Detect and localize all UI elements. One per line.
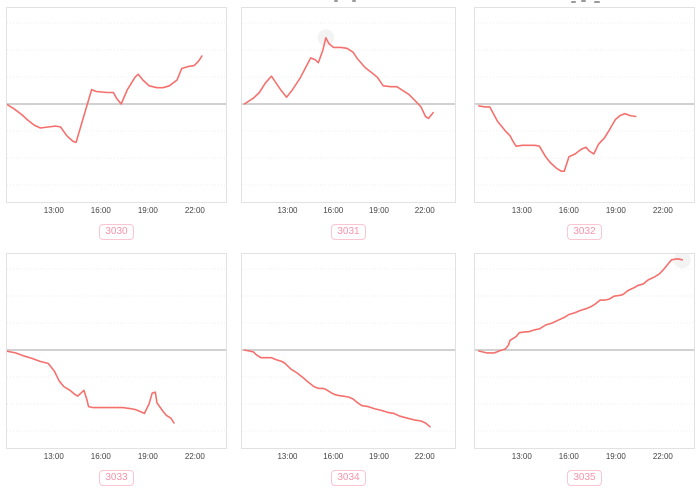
badge-row: 3030: [6, 221, 227, 240]
x-tick-label: 19:00: [137, 206, 158, 215]
series-line: [243, 36, 434, 120]
x-tick-label: 16:00: [323, 206, 344, 215]
cropped-chart-title-fragment: [571, 1, 576, 3]
cropped-chart-title-fragment: [581, 0, 586, 2]
x-tick-label: 13:00: [277, 206, 298, 215]
x-tick-label: 13:00: [511, 452, 532, 461]
x-tick-label: 16:00: [90, 206, 111, 215]
x-axis-ticks: 13:00 16:00 19:00 22:00: [241, 451, 456, 462]
x-tick-label: 13:00: [43, 206, 64, 215]
x-tick-label: 19:00: [605, 452, 626, 461]
chart-id-badge[interactable]: 3030: [99, 224, 134, 240]
x-axis-ticks: 13:00 16:00 19:00 22:00: [6, 205, 227, 216]
x-tick-label: 19:00: [137, 452, 158, 461]
x-tick-label: 22:00: [414, 206, 435, 215]
cropped-chart-title-fragment: [334, 0, 338, 2]
series-line: [243, 349, 431, 428]
chart-id-badge[interactable]: 3033: [99, 470, 134, 486]
x-axis-ticks: 13:00 16:00 19:00 22:00: [474, 205, 695, 216]
chart-cell: 13:00 16:00 19:00 22:00 3032: [474, 7, 695, 240]
series-line: [478, 258, 684, 354]
x-tick-label: 16:00: [558, 206, 579, 215]
series-line: [7, 55, 203, 144]
x-tick-label: 19:00: [368, 206, 389, 215]
badge-row: 3033: [6, 467, 227, 486]
x-tick-label: 13:00: [277, 452, 298, 461]
badge-row: 3031: [241, 221, 456, 240]
chart-plot-area[interactable]: [6, 7, 227, 203]
x-tick-label: 22:00: [184, 206, 205, 215]
x-tick-label: 13:00: [511, 206, 532, 215]
x-tick-label: 19:00: [605, 206, 626, 215]
x-axis-ticks: 13:00 16:00 19:00 22:00: [6, 451, 227, 462]
x-tick-label: 13:00: [43, 452, 64, 461]
x-tick-label: 19:00: [368, 452, 389, 461]
x-tick-label: 22:00: [414, 452, 435, 461]
chart-cell: 13:00 16:00 19:00 22:00 3031: [241, 7, 456, 240]
x-tick-label: 22:00: [184, 452, 205, 461]
chart-id-badge[interactable]: 3034: [331, 470, 366, 486]
series-line: [478, 105, 637, 172]
cropped-chart-title-fragment: [352, 0, 356, 2]
chart-plot-area[interactable]: [474, 253, 695, 449]
chart-cell: 13:00 16:00 19:00 22:00 3035: [474, 253, 695, 486]
x-tick-label: 16:00: [323, 452, 344, 461]
x-tick-label: 16:00: [90, 452, 111, 461]
highlighted-point-halo: [673, 254, 691, 269]
badge-row: 3034: [241, 467, 456, 486]
chart-plot-area[interactable]: [474, 7, 695, 203]
cropped-chart-title-fragment: [594, 1, 600, 3]
series-line: [7, 350, 175, 424]
chart-plot-area[interactable]: [6, 253, 227, 449]
x-tick-label: 22:00: [652, 206, 673, 215]
chart-cell: 13:00 16:00 19:00 22:00 3030: [6, 7, 227, 240]
x-tick-label: 16:00: [558, 452, 579, 461]
badge-row: 3032: [474, 221, 695, 240]
chart-plot-area[interactable]: [241, 253, 456, 449]
x-axis-ticks: 13:00 16:00 19:00 22:00: [241, 205, 456, 216]
chart-cell: 13:00 16:00 19:00 22:00 3034: [241, 253, 456, 486]
x-tick-label: 22:00: [652, 452, 673, 461]
chart-id-badge[interactable]: 3031: [331, 224, 366, 240]
chart-cell: 13:00 16:00 19:00 22:00 3033: [6, 253, 227, 486]
badge-row: 3035: [474, 467, 695, 486]
chart-id-badge[interactable]: 3035: [567, 470, 602, 486]
chart-plot-area[interactable]: [241, 7, 456, 203]
chart-id-badge[interactable]: 3032: [567, 224, 602, 240]
x-axis-ticks: 13:00 16:00 19:00 22:00: [474, 451, 695, 462]
